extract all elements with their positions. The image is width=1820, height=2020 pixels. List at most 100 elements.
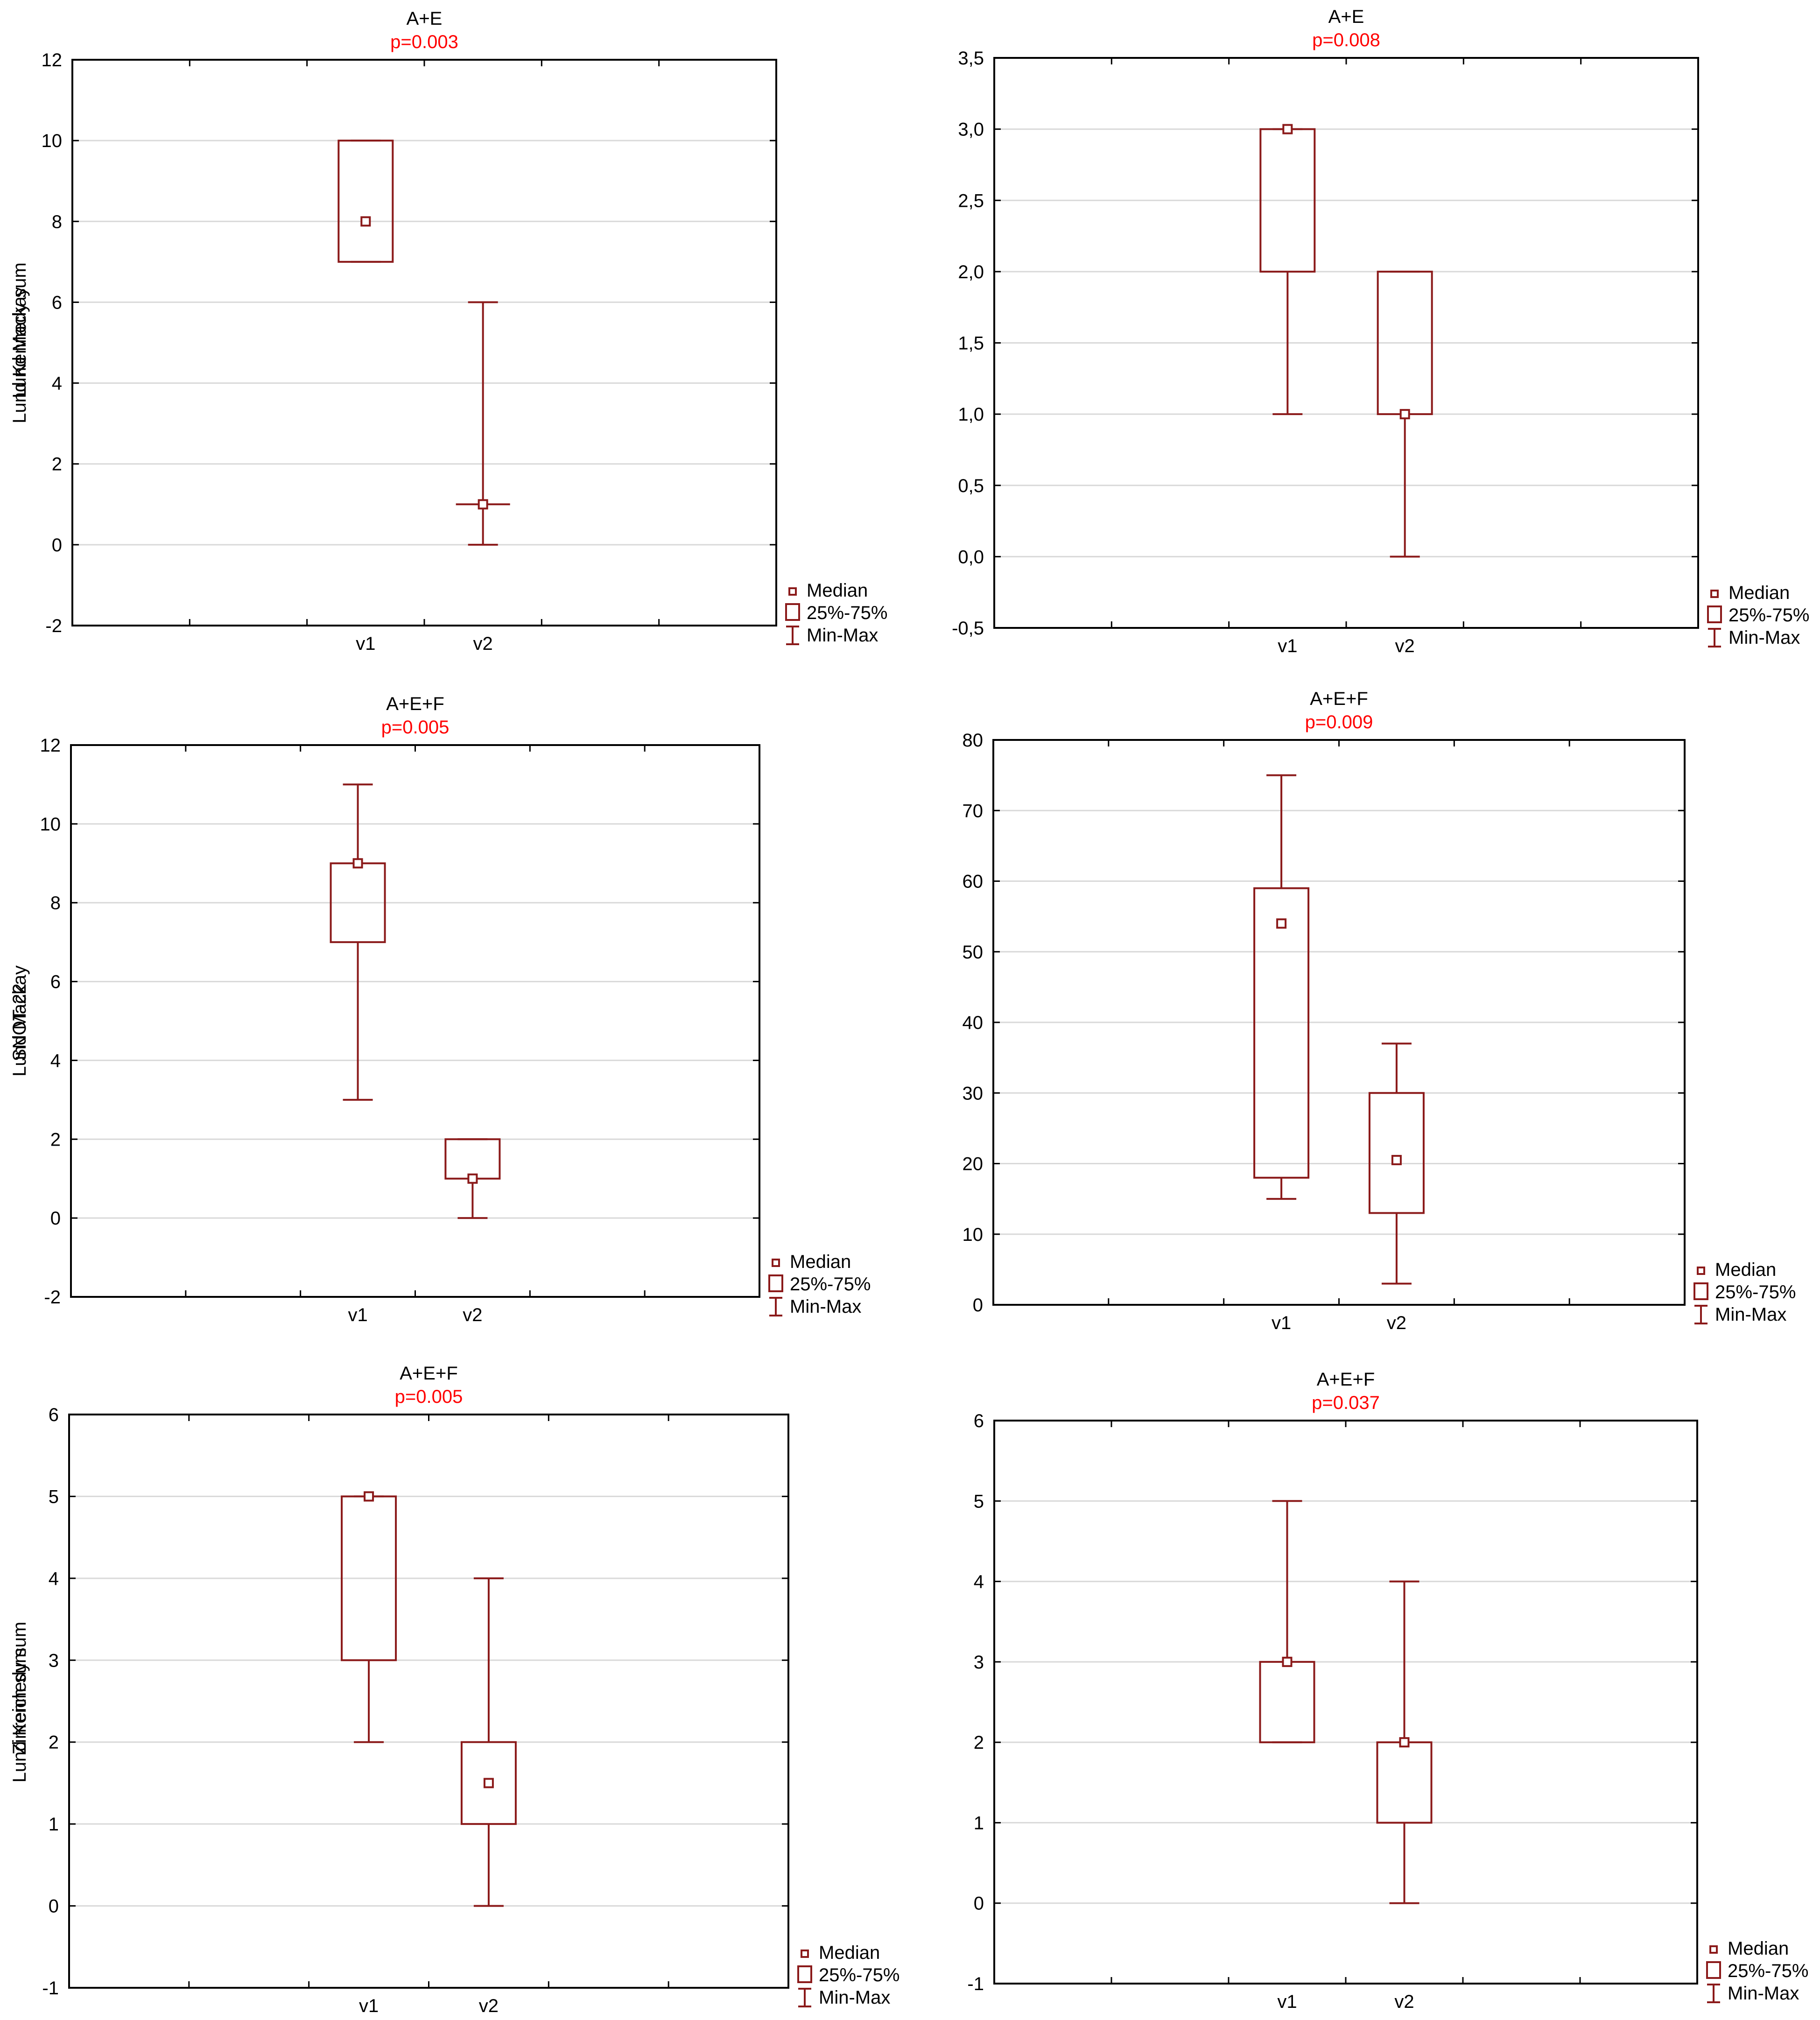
median-marker [364,1491,374,1502]
y-tick-label: 5 [49,1486,59,1507]
y-tick-label: 0 [50,1208,61,1229]
x-tick-label: v1 [1278,636,1297,656]
y-tick-label: 8 [52,211,62,232]
y-tick-label: 2 [52,454,62,475]
y-tick-label: 3 [49,1650,59,1671]
plot-frame [71,59,777,626]
y-tick-label: -2 [45,616,62,636]
chart-title: A+E [1328,7,1364,27]
x-tick-label: v2 [473,633,493,654]
legend-median-icon [801,1950,809,1958]
y-tick-label: -2 [44,1287,61,1308]
legend-iqr-icon [785,603,800,621]
plot-frame [70,744,760,1298]
legend-iqr-icon [1694,1282,1708,1300]
x-tick-label: v2 [463,1305,482,1325]
iqr-box [1253,887,1310,1179]
x-tick-label: v1 [348,1305,367,1325]
y-tick-label: 0 [973,1295,983,1316]
p-value: p=0.005 [395,1387,463,1407]
y-tick-label: 0,5 [958,476,984,496]
iqr-box [444,1138,501,1180]
median-marker [478,499,488,510]
y-tick-label: 50 [963,942,984,963]
legend-median-label: Median [819,1943,880,1963]
chart-6: 6 5 4 3 2 1 0 -1 A+E+F p=0.037 Lund Kennedy sum v1 v… [9,1369,1808,2012]
median-marker [1399,409,1410,420]
y-tick-label: 4 [974,1572,984,1592]
y-tick-label: 2 [974,1732,984,1753]
y-tick-label: 6 [974,1411,984,1431]
x-tick-label: v1 [1272,1313,1291,1333]
chart-title: A+E [407,8,443,29]
legend-iqr-icon [768,1274,783,1292]
plot-frame [992,739,1686,1306]
legend-iqr-label: 25%-75% [819,1965,899,1985]
chart-title: A+E+F [400,1363,458,1384]
legend-median-icon [772,1259,780,1267]
y-tick-label: 6 [49,1405,59,1425]
legend-median-label: Median [1729,583,1790,603]
y-tick-label: 4 [50,1050,61,1071]
y-tick-label: 3 [974,1652,984,1673]
y-tick-label: 2,0 [958,262,984,282]
x-tick-label: v2 [1387,1313,1406,1333]
y-tick-label: 30 [963,1083,984,1104]
y-tick-label: 70 [963,801,984,821]
chart-1: 12 10 8 6 4 2 0 -2 A+E p=0.003 Lund Mackay v1 v2 Medi… [9,8,887,654]
box-v1 [1259,124,1316,415]
y-tick-label: 6 [50,972,61,992]
chart-5: 6 5 4 3 2 1 0 -1 A+E+F p=0.005 Zinreich sum v1 v2 Med… [9,1363,899,2016]
iqr-box [1368,1092,1425,1214]
legend-iqr-label: 25%-75% [790,1274,871,1295]
iqr-box [460,1741,517,1825]
p-value: p=0.005 [381,717,450,738]
legend-median-label: Median [807,580,868,601]
iqr-box [1259,1661,1315,1744]
x-tick-label: v2 [479,1996,499,2016]
box-v2 [460,1577,517,1907]
y-tick-label: 1 [49,1814,59,1835]
p-value: p=0.037 [1312,1393,1380,1413]
legend-median-label: Median [1715,1260,1776,1280]
y-tick-label: 3,5 [958,48,984,69]
x-tick-label: v1 [359,1996,379,2016]
legend-median-icon [1709,1945,1718,1954]
legend-iqr-icon [1707,605,1722,623]
legend-median-icon [788,587,797,596]
legend-median-label: Median [1728,1938,1789,1959]
legend-range-label: Min-Max [1715,1304,1786,1325]
box-v1 [341,1491,397,1743]
y-tick-label: 60 [963,872,984,892]
legend-median-icon [1710,590,1719,598]
y-tick-label: 12 [40,735,61,756]
legend-iqr-label: 25%-75% [1729,605,1809,626]
chart-title: A+E+F [1317,1369,1375,1390]
y-tick-label: 4 [52,373,62,394]
plot-frame [993,57,1699,629]
plot-frame [993,1420,1698,1985]
y-tick-label: 10 [40,814,61,835]
median-marker [352,858,363,869]
y-axis-label: Lund Kennedy sum [9,1622,30,1783]
y-tick-label: 8 [50,893,61,914]
y-tick-label: 10 [963,1225,984,1245]
legend-iqr-label: 25%-75% [807,603,887,623]
chart-title: A+E+F [386,694,444,714]
box-v1 [1253,774,1310,1200]
box-v1 [330,783,386,1101]
median-marker [1282,1656,1293,1667]
chart-2: 3,5 3,0 2,5 2,0 1,5 1,0 0,5 0,0 -0,5 A+E p=0.008 Lu… [9,7,1809,656]
y-tick-label: 20 [963,1154,984,1175]
y-tick-label: 0,0 [958,547,984,567]
plot-frame [68,1414,789,1989]
y-tick-label: 0 [49,1896,59,1917]
y-tick-label: -1 [42,1978,59,1999]
box-v1 [1259,1500,1315,1744]
x-tick-label: v2 [1394,1992,1414,2012]
median-marker [483,1778,494,1788]
y-tick-label: 2,5 [958,190,984,211]
y-tick-label: 2 [50,1129,61,1150]
box-v2 [1368,1042,1425,1285]
